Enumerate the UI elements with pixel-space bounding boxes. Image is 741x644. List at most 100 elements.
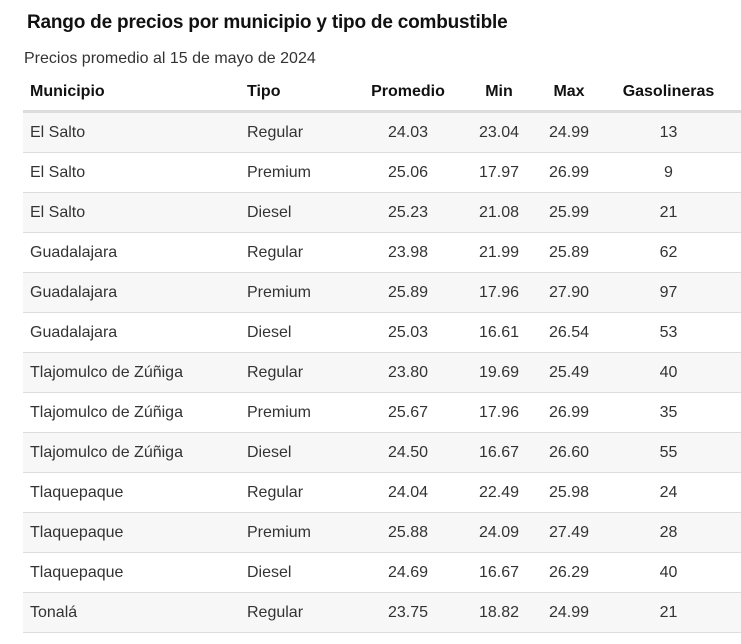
table-row: El Salto Premium 25.06 17.97 26.99 9: [23, 152, 741, 193]
cell-tipo: Regular: [240, 232, 360, 273]
cell-max: 26.60: [542, 432, 596, 473]
cell-max: 25.89: [542, 232, 596, 273]
cell-promedio: 23.75: [360, 592, 456, 633]
cell-municipio: Guadalajara: [23, 232, 240, 273]
cell-tipo: Premium: [240, 392, 360, 433]
cell-gasolineras: 40: [596, 352, 741, 393]
cell-municipio: Tlajomulco de Zúñiga: [23, 392, 240, 433]
cell-promedio: 25.03: [360, 312, 456, 353]
cell-municipio: Guadalajara: [23, 272, 240, 313]
cell-gasolineras: 21: [596, 592, 741, 633]
cell-tipo: Diesel: [240, 192, 360, 233]
cell-tipo: Premium: [240, 152, 360, 193]
cell-gasolineras: 62: [596, 232, 741, 273]
cell-promedio: 25.88: [360, 512, 456, 553]
cell-tipo: Regular: [240, 472, 360, 513]
cell-gasolineras: 9: [596, 152, 741, 193]
cell-min: 21.08: [456, 192, 542, 233]
cell-municipio: El Salto: [23, 152, 240, 193]
cell-min: 18.82: [456, 592, 542, 633]
cell-tipo: Diesel: [240, 312, 360, 353]
cell-municipio: Tlaquepaque: [23, 512, 240, 553]
cell-promedio: 25.89: [360, 272, 456, 313]
table-row: El Salto Regular 24.03 23.04 24.99 13: [23, 111, 741, 153]
cell-tipo: Premium: [240, 512, 360, 553]
table-row: Guadalajara Premium 25.89 17.96 27.90 97: [23, 272, 741, 313]
cell-min: 17.96: [456, 392, 542, 433]
cell-promedio: 25.23: [360, 192, 456, 233]
cell-tipo: Diesel: [240, 432, 360, 473]
cell-promedio: 24.03: [360, 111, 456, 153]
cell-max: 26.29: [542, 552, 596, 593]
fuel-price-table: Municipio Tipo Promedio Min Max Gasoline…: [23, 73, 741, 633]
cell-tipo: Regular: [240, 111, 360, 153]
table-row: Tlaquepaque Premium 25.88 24.09 27.49 28: [23, 512, 741, 553]
cell-max: 27.49: [542, 512, 596, 553]
header-municipio: Municipio: [23, 73, 240, 113]
header-tipo: Tipo: [240, 73, 360, 113]
cell-max: 26.54: [542, 312, 596, 353]
header-max: Max: [542, 73, 596, 113]
table-row: El Salto Diesel 25.23 21.08 25.99 21: [23, 192, 741, 233]
header-row: Municipio Tipo Promedio Min Max Gasoline…: [23, 73, 741, 113]
cell-municipio: Tlaquepaque: [23, 552, 240, 593]
table-row: Tlaquepaque Diesel 24.69 16.67 26.29 40: [23, 552, 741, 593]
cell-max: 26.99: [542, 152, 596, 193]
cell-promedio: 25.06: [360, 152, 456, 193]
header-promedio: Promedio: [360, 73, 456, 113]
cell-max: 25.99: [542, 192, 596, 233]
cell-min: 19.69: [456, 352, 542, 393]
cell-max: 26.99: [542, 392, 596, 433]
cell-max: 24.99: [542, 592, 596, 633]
cell-min: 17.97: [456, 152, 542, 193]
cell-promedio: 24.50: [360, 432, 456, 473]
cell-promedio: 24.69: [360, 552, 456, 593]
cell-min: 24.09: [456, 512, 542, 553]
cell-promedio: 23.80: [360, 352, 456, 393]
table-row: Guadalajara Regular 23.98 21.99 25.89 62: [23, 232, 741, 273]
cell-min: 16.61: [456, 312, 542, 353]
cell-promedio: 23.98: [360, 232, 456, 273]
header-gasolineras: Gasolineras: [596, 73, 741, 113]
cell-min: 21.99: [456, 232, 542, 273]
header-min: Min: [456, 73, 542, 113]
cell-min: 16.67: [456, 552, 542, 593]
table-row: Tonalá Regular 23.75 18.82 24.99 21: [23, 592, 741, 633]
cell-min: 23.04: [456, 111, 542, 153]
cell-min: 17.96: [456, 272, 542, 313]
cell-gasolineras: 24: [596, 472, 741, 513]
cell-municipio: El Salto: [23, 111, 240, 153]
cell-min: 16.67: [456, 432, 542, 473]
cell-min: 22.49: [456, 472, 542, 513]
cell-tipo: Premium: [240, 272, 360, 313]
cell-max: 25.98: [542, 472, 596, 513]
cell-gasolineras: 97: [596, 272, 741, 313]
cell-municipio: Tlajomulco de Zúñiga: [23, 432, 240, 473]
cell-municipio: Guadalajara: [23, 312, 240, 353]
cell-gasolineras: 40: [596, 552, 741, 593]
table-row: Tlaquepaque Regular 24.04 22.49 25.98 24: [23, 472, 741, 513]
table-row: Tlajomulco de Zúñiga Regular 23.80 19.69 25.…: [23, 352, 741, 393]
cell-tipo: Regular: [240, 352, 360, 393]
cell-gasolineras: 21: [596, 192, 741, 233]
cell-max: 24.99: [542, 111, 596, 153]
table-subtitle: Precios promedio al 15 de mayo de 2024: [24, 50, 316, 67]
cell-municipio: Tlaquepaque: [23, 472, 240, 513]
cell-tipo: Regular: [240, 592, 360, 633]
cell-gasolineras: 55: [596, 432, 741, 473]
cell-gasolineras: 13: [596, 111, 741, 153]
cell-max: 25.49: [542, 352, 596, 393]
table-row: Guadalajara Diesel 25.03 16.61 26.54 53: [23, 312, 741, 353]
cell-gasolineras: 53: [596, 312, 741, 353]
cell-gasolineras: 35: [596, 392, 741, 433]
cell-gasolineras: 28: [596, 512, 741, 553]
table-row: Tlajomulco de Zúñiga Diesel 24.50 16.67 26.6…: [23, 432, 741, 473]
cell-municipio: Tlajomulco de Zúñiga: [23, 352, 240, 393]
cell-municipio: Tonalá: [23, 592, 240, 633]
table-row: Tlajomulco de Zúñiga Premium 25.67 17.96 26.…: [23, 392, 741, 433]
cell-max: 27.90: [542, 272, 596, 313]
table-title: Rango de precios por municipio y tipo de…: [27, 12, 508, 33]
cell-promedio: 24.04: [360, 472, 456, 513]
cell-promedio: 25.67: [360, 392, 456, 433]
cell-tipo: Diesel: [240, 552, 360, 593]
